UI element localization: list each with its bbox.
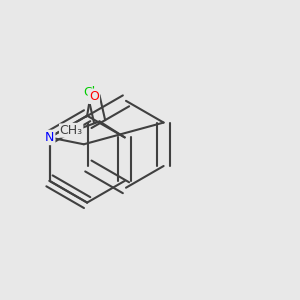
Text: O: O [70, 124, 80, 137]
Text: N: N [45, 131, 54, 144]
Text: O: O [89, 90, 99, 103]
Text: Cl: Cl [83, 86, 95, 99]
Text: CH₃: CH₃ [60, 124, 83, 137]
